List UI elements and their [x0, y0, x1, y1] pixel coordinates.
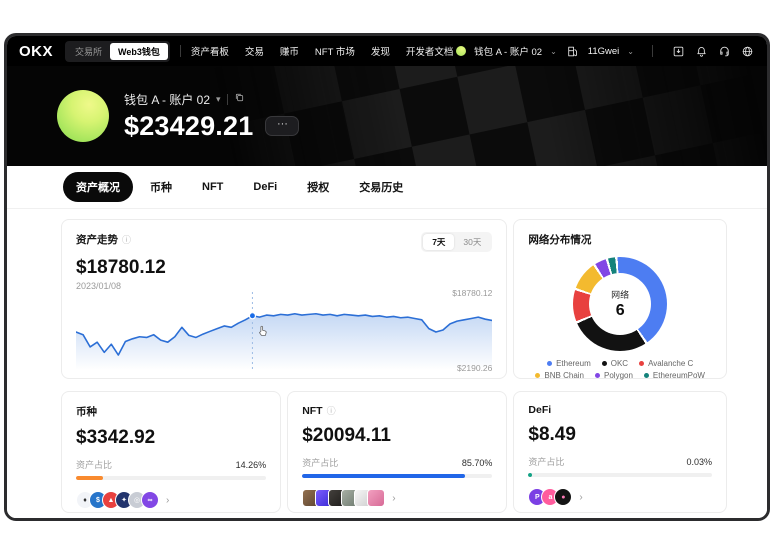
- defi-progress-bar: [528, 473, 712, 477]
- nft-value: $20094.11: [302, 425, 391, 446]
- defi-card-title: DeFi: [528, 404, 552, 416]
- nav-links: 资产看板 交易 赚币 NFT 市场 发现 开发者文档: [191, 44, 454, 58]
- nft-ratio-percent: 85.70%: [461, 457, 493, 468]
- network-legend: Ethereum OKC Avalanche C BNB Chain Polyg…: [524, 359, 716, 380]
- nft-thumbnail: [367, 489, 386, 507]
- network-card-title: 网络分布情况: [528, 234, 592, 246]
- nav-item-nft-market[interactable]: NFT 市场: [314, 47, 355, 58]
- nav-item-earn[interactable]: 赚币: [279, 47, 299, 58]
- app-window: OKX 交易所 Web3钱包 资产看板 交易 赚币 NFT 市场 发现 开发者文…: [4, 33, 770, 521]
- tab-coins[interactable]: 币种: [150, 182, 172, 194]
- tab-history[interactable]: 交易历史: [359, 182, 404, 194]
- asset-trend-title: 资产走势 ⓘ: [76, 234, 132, 246]
- toggle-web3-wallet[interactable]: Web3钱包: [110, 42, 168, 60]
- trend-date: 2023/01/08: [76, 281, 122, 291]
- trend-value: $18780.12: [76, 257, 166, 278]
- info-icon: ⓘ: [326, 406, 336, 416]
- support-headset-icon[interactable]: [717, 44, 732, 59]
- chevron-down-icon: ⌄: [627, 46, 634, 56]
- wallet-account-name[interactable]: 钱包 A - 账户 02: [124, 92, 211, 107]
- polygon-token-icon: ∞: [141, 491, 159, 509]
- defi-ratio-percent: 0.03%: [686, 456, 712, 467]
- chevron-right-icon[interactable]: ›: [579, 491, 583, 503]
- defi-value: $8.49: [528, 424, 576, 445]
- legend-okc: OKC: [601, 359, 628, 368]
- nav-right: 钱包 A - 账户 02 ⌄ 11Gwei ⌄: [455, 44, 755, 59]
- defi-ratio-label: 资产占比: [528, 457, 565, 467]
- tab-defi[interactable]: DeFi: [253, 181, 278, 193]
- copy-address-icon[interactable]: [234, 92, 245, 106]
- tab-bar: 资产概况 币种 NFT DeFi 授权 交易历史: [7, 166, 767, 209]
- trend-chart-svg: [76, 292, 493, 370]
- more-options-button[interactable]: ···: [265, 116, 300, 136]
- defi-protocol-list[interactable]: P a ● ›: [528, 488, 712, 506]
- nav-item-dev-docs[interactable]: 开发者文档: [405, 47, 454, 58]
- coins-ratio-percent: 14.26%: [235, 459, 267, 470]
- legend-bnb-chain: BNB Chain: [535, 371, 584, 380]
- top-nav: OKX 交易所 Web3钱包 资产看板 交易 赚币 NFT 市场 发现 开发者文…: [7, 36, 767, 66]
- range-switcher[interactable]: 7天 30天: [421, 232, 493, 252]
- tab-approvals[interactable]: 授权: [307, 182, 330, 194]
- coins-token-list[interactable]: ♦ $ ▲ ✦ ◎ ∞ ›: [76, 491, 266, 509]
- network-donut-chart[interactable]: 网络 6: [573, 257, 668, 351]
- donut-center: 网络 6: [589, 273, 652, 335]
- range-30d-button[interactable]: 30天: [463, 237, 482, 247]
- nft-card: NFT ⓘ $20094.11 资产占比 85.70%: [287, 391, 508, 513]
- chart-max-label: $18780.12: [452, 288, 493, 298]
- wallet-hero: 钱包 A - 账户 02 ▾ $23429.21 ···: [7, 66, 767, 166]
- network-distribution-card: 网络分布情况 网络 6 Ethereum OKC Avalanche C BNB…: [513, 219, 727, 380]
- legend-polygon: Polygon: [595, 371, 633, 380]
- nft-thumbnail-list[interactable]: ›: [302, 489, 492, 507]
- notification-bell-icon[interactable]: [694, 44, 709, 59]
- gas-icon: [565, 44, 580, 59]
- language-globe-icon[interactable]: [740, 44, 755, 59]
- divider: [226, 93, 228, 105]
- toggle-exchange[interactable]: 交易所: [75, 46, 103, 57]
- main-content: 资产走势 ⓘ 7天 30天 $18780.12 2023/01/08: [7, 209, 767, 518]
- trend-chart[interactable]: $18780.12 $2190.26: [76, 288, 493, 373]
- divider: [652, 45, 653, 57]
- mode-toggle[interactable]: 交易所 Web3钱包: [65, 40, 170, 62]
- wallet-avatar: [57, 90, 109, 142]
- chevron-down-icon[interactable]: ▾: [216, 93, 221, 104]
- tab-asset-overview[interactable]: 资产概况: [63, 172, 133, 202]
- coins-ratio-label: 资产占比: [76, 460, 113, 470]
- nft-ratio-label: 资产占比: [302, 458, 339, 468]
- defi-protocol-icon: ●: [554, 488, 573, 506]
- total-balance: $23429.21: [124, 110, 254, 141]
- nav-item-assets-board[interactable]: 资产看板: [190, 47, 229, 58]
- account-selector[interactable]: 钱包 A - 账户 02: [473, 47, 543, 58]
- okx-logo: OKX: [19, 42, 54, 60]
- download-app-icon[interactable]: [671, 44, 686, 59]
- chevron-down-icon: ⌄: [550, 46, 557, 56]
- legend-avalanche: Avalanche C: [639, 359, 693, 368]
- divider: [179, 45, 181, 57]
- coins-card-title: 币种: [76, 406, 97, 418]
- coins-value: $3342.92: [76, 427, 156, 448]
- asset-trend-card: 资产走势 ⓘ 7天 30天 $18780.12 2023/01/08: [61, 219, 508, 379]
- chevron-right-icon[interactable]: ›: [166, 494, 170, 506]
- tab-nft[interactable]: NFT: [202, 181, 224, 193]
- nft-progress-bar: [302, 474, 493, 478]
- info-icon: ⓘ: [122, 235, 132, 245]
- coins-progress-bar: [76, 476, 267, 480]
- coins-card: 币种 $3342.92 资产占比 14.26% ♦ $ ▲ ✦ ◎ ∞ ›: [61, 391, 282, 513]
- chevron-right-icon[interactable]: ›: [392, 492, 396, 504]
- chart-min-label: $2190.26: [456, 363, 493, 373]
- range-7d-button[interactable]: 7天: [423, 234, 455, 250]
- legend-ethereum: Ethereum: [547, 359, 591, 368]
- gas-price[interactable]: 11Gwei: [587, 45, 620, 57]
- account-avatar-dot: [455, 46, 466, 56]
- wallet-info: 钱包 A - 账户 02 ▾ $23429.21 ···: [124, 91, 300, 142]
- nav-item-discover[interactable]: 发现: [370, 47, 390, 58]
- nav-item-trade[interactable]: 交易: [244, 47, 264, 58]
- nft-card-title: NFT ⓘ: [302, 404, 336, 417]
- legend-ethereumpow: EthereumPoW: [643, 371, 705, 380]
- defi-card: DeFi $8.49 资产占比 0.03% P a ● ›: [513, 391, 727, 513]
